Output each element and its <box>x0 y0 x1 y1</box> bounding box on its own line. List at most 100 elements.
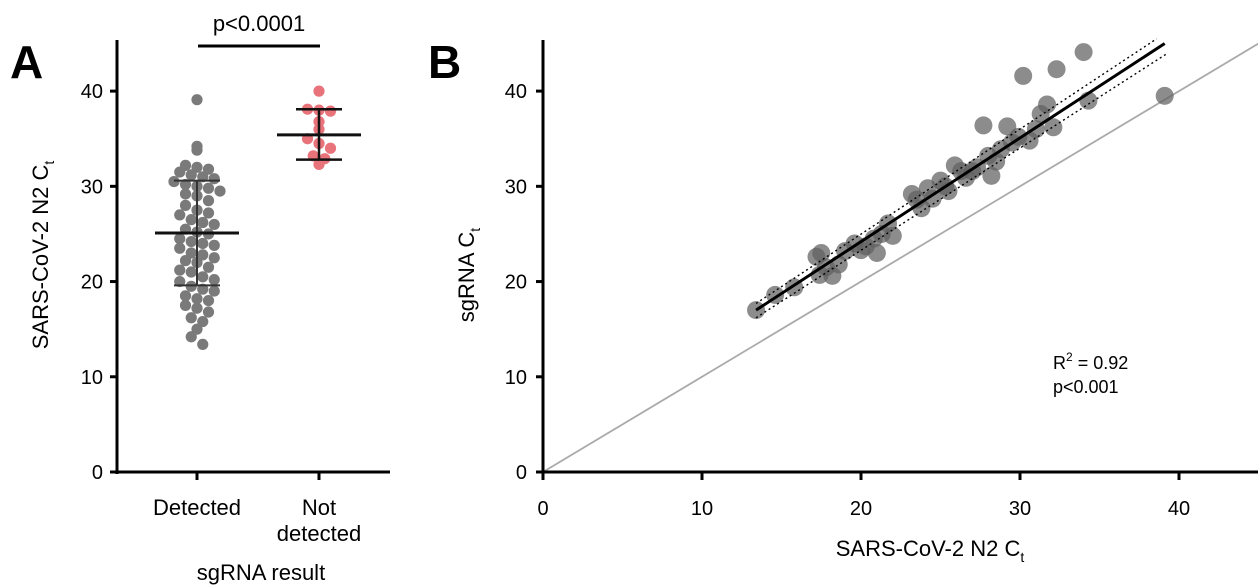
panel-a-errorbars <box>155 107 361 287</box>
r2-label: R <box>1053 353 1066 373</box>
ci-upper-line <box>755 38 1158 305</box>
panel-a-point <box>185 247 197 259</box>
panel-b-y-label: sgRNA Ct <box>454 228 483 322</box>
panel-b-point <box>1044 118 1063 137</box>
panel-b-point <box>867 243 886 262</box>
panel-a-point <box>185 169 197 181</box>
panel-a-point <box>202 182 215 194</box>
panel-a-point <box>208 173 220 185</box>
panel-b-point <box>923 189 942 208</box>
panel-a-point <box>174 233 186 245</box>
panel-a-point <box>179 199 192 211</box>
p-value-annotation: p<0.001 <box>1053 377 1119 397</box>
panel-a-point <box>197 315 209 328</box>
panel-b-point <box>1155 86 1174 105</box>
panel-a-y-label: SARS-CoV-2 N2 Ct <box>28 161 57 350</box>
r2-value: = 0.92 <box>1073 353 1129 373</box>
panel-a-point <box>174 209 186 221</box>
r2-superscript: 2 <box>1066 350 1073 364</box>
panel-a-y-label-main: SARS-CoV-2 N2 C <box>28 165 53 350</box>
panel-b-y-label-sub: t <box>467 228 483 232</box>
panel-a-ytick-label: 30 <box>81 176 103 198</box>
panel-a-xtick-label: Not <box>302 495 336 520</box>
panel-a-point <box>313 158 325 171</box>
panel-a-point <box>174 275 186 288</box>
panel-a-xtick-label: Detected <box>153 495 241 520</box>
panel-a-points <box>168 85 337 351</box>
panel-b-point <box>1038 95 1057 114</box>
panel-a-point <box>179 299 192 311</box>
panel-b-point <box>974 116 993 135</box>
panel-b-point <box>1047 60 1066 79</box>
panel-a-point <box>179 255 192 267</box>
panel-a-point <box>197 283 209 295</box>
panel-b-ytick-label: 20 <box>505 272 527 294</box>
panel-a-yticks: 0 10 20 30 40 <box>81 81 117 484</box>
panel-b-yticks: 0 10 20 30 40 <box>505 81 543 484</box>
panel-a-point <box>174 166 186 178</box>
panel-a-point <box>185 312 197 324</box>
panel-a-point <box>191 302 203 314</box>
panel-b-x-label-main: SARS-CoV-2 N2 C <box>836 536 1021 561</box>
identity-line <box>542 42 1258 473</box>
panel-b-ytick-label: 10 <box>505 367 527 389</box>
significance-bracket: p<0.0001 <box>198 11 320 48</box>
ci-lower-line <box>755 52 1169 319</box>
panel-b-xticks: 0 10 20 30 40 <box>537 472 1190 520</box>
panel-a-point <box>208 218 220 231</box>
panel-a-point <box>202 163 215 175</box>
panel-b-ytick-label: 0 <box>516 462 527 484</box>
panel-b-point <box>982 166 1001 185</box>
panel-a-point <box>313 85 325 97</box>
panel-a-point <box>208 274 220 286</box>
panel-b-point <box>1014 66 1033 85</box>
panel-b-point <box>812 243 831 262</box>
panel-a-point <box>214 185 226 197</box>
panel-b-label: B <box>428 36 461 88</box>
panel-a-point <box>197 237 209 250</box>
panel-b-y-label-main: sgRNA C <box>454 232 479 323</box>
panel-a-point <box>202 207 215 219</box>
panel-a-point <box>174 264 186 276</box>
panel-a-point <box>324 142 337 154</box>
panel-b-ytick-label: 40 <box>505 81 527 103</box>
panel-a-point <box>185 331 197 343</box>
panel-a-point <box>179 178 192 191</box>
panel-a-point <box>197 249 209 261</box>
panel-a-ytick-label: 0 <box>92 462 103 484</box>
panel-a-point <box>191 161 203 173</box>
panel-a-point <box>191 293 203 305</box>
panel-b-xtick-label: 0 <box>537 498 548 520</box>
panel-b-xtick-label: 30 <box>1009 498 1031 520</box>
panel-a-point <box>202 261 215 273</box>
panel-a-point <box>208 285 220 297</box>
panel-b-lines <box>542 42 1258 473</box>
fit-line <box>755 42 1166 312</box>
panel-a-label: A <box>10 36 43 88</box>
panel-a-x-label: sgRNA result <box>197 560 325 585</box>
panel-b-point <box>883 226 902 245</box>
panel-a-ytick-label: 20 <box>81 272 103 294</box>
panel-a-axes <box>115 40 390 474</box>
panel-b-x-label-sub: t <box>1020 549 1024 565</box>
panel-b-xtick-label: 10 <box>691 498 713 520</box>
panel-a-xtick-label-line2: detected <box>277 521 361 546</box>
panel-a-point <box>197 216 209 229</box>
panel-a-point <box>197 338 209 351</box>
panel-b-point <box>1074 43 1093 62</box>
panel-a-point <box>202 306 215 318</box>
panel-a-point <box>197 271 209 283</box>
panel-a-y-label-sub: t <box>41 161 57 165</box>
panel-a-ytick-label: 10 <box>81 367 103 389</box>
panel-a-point <box>202 195 215 207</box>
panel-b-ytick-label: 30 <box>505 176 527 198</box>
panel-a-point <box>179 290 192 302</box>
panel-b-points <box>747 38 1174 320</box>
panel-b-axes <box>541 40 1258 474</box>
panel-b-xtick-label: 20 <box>850 498 872 520</box>
panel-b-xtick-label: 40 <box>1168 498 1190 520</box>
